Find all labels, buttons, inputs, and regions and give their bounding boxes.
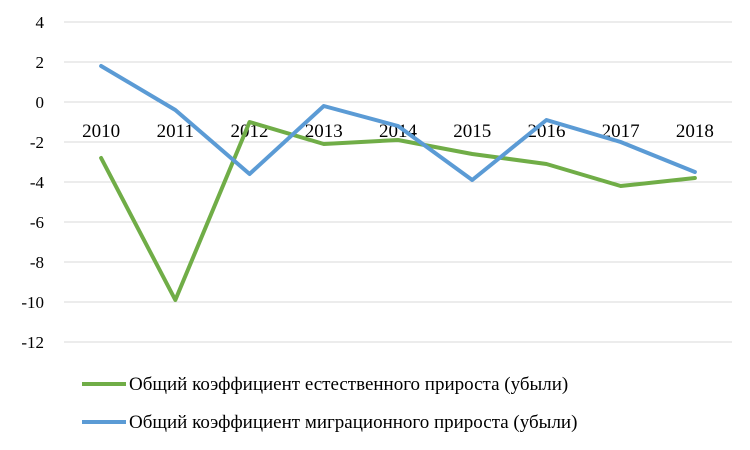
x-tick-label: 2010	[82, 121, 120, 142]
x-axis-ticks: 2010 2011 2012 2013 2014 2015 2016 2017 2018	[82, 121, 714, 142]
y-tick-label: -12	[21, 333, 44, 352]
y-tick-label: -10	[21, 293, 44, 312]
x-tick-label: 2013	[305, 121, 343, 142]
legend: Общий коэффициент естественного прироста…	[82, 374, 577, 433]
legend-label: Общий коэффициент миграционного прироста…	[129, 412, 577, 433]
x-tick-label: 2014	[379, 121, 418, 142]
x-tick-label: 2015	[453, 121, 491, 142]
x-tick-label: 2017	[602, 121, 640, 142]
y-tick-label: -4	[30, 173, 45, 192]
series-lines	[99, 64, 697, 302]
y-tick-label: 2	[36, 53, 45, 72]
legend-label: Общий коэффициент естественного прироста…	[129, 374, 568, 395]
y-tick-label: -8	[30, 253, 44, 272]
y-tick-label: 0	[36, 93, 45, 112]
y-tick-label: -6	[30, 213, 44, 232]
x-tick-label: 2011	[157, 121, 194, 142]
y-tick-label: -2	[30, 133, 44, 152]
x-tick-label: 2018	[676, 121, 714, 142]
series-line-1	[99, 120, 697, 302]
y-axis-ticks: 4 2 0 -2 -4 -6 -8 -10 -12	[21, 13, 44, 352]
y-tick-label: 4	[36, 13, 45, 32]
gridlines	[64, 21, 732, 343]
